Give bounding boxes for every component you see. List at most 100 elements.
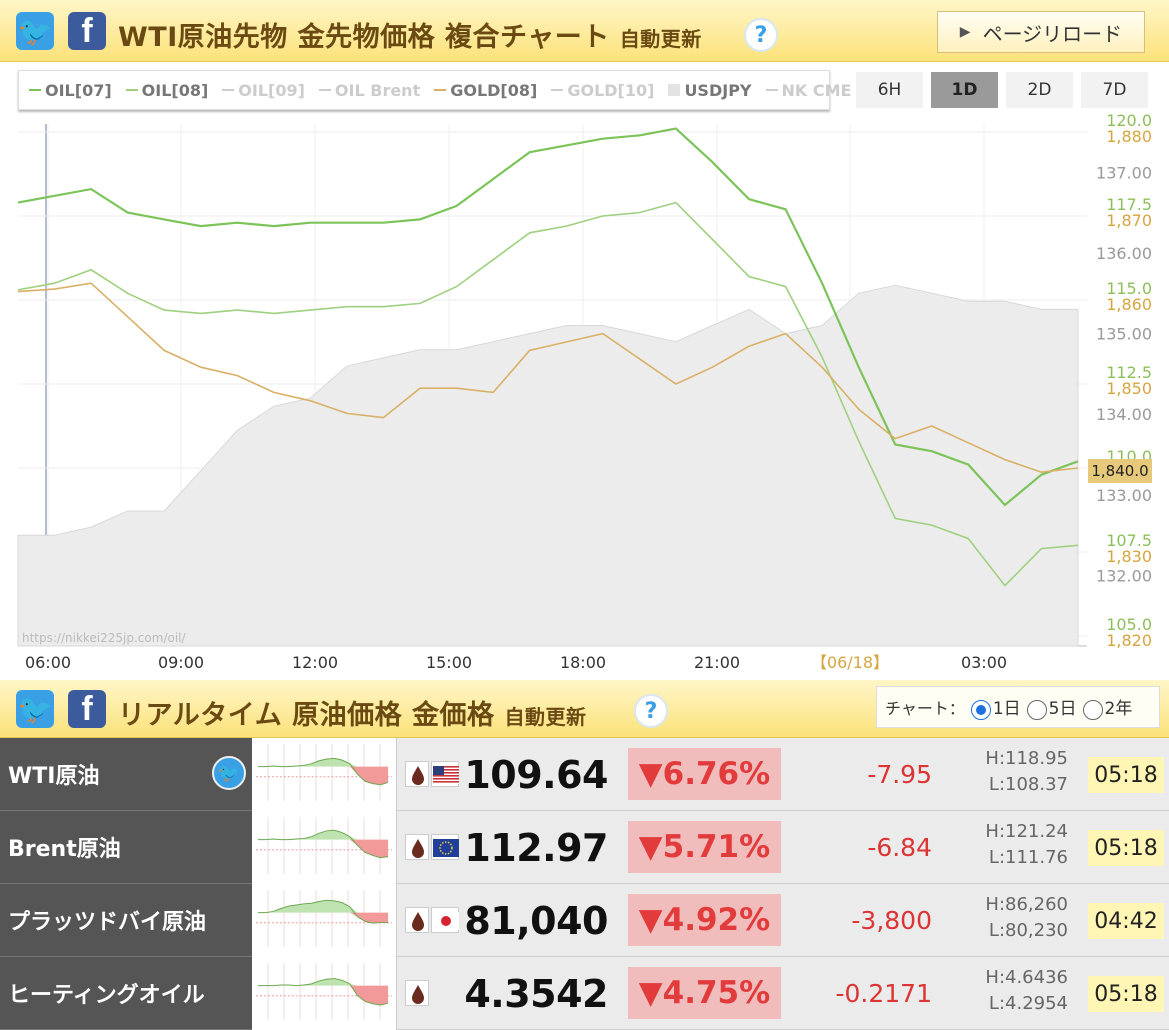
watermark-url: https://nikkei225jp.com/oil/: [22, 631, 186, 645]
legend-item-oil-09[interactable]: OIL[09]: [222, 81, 305, 100]
range-radio-1[interactable]: [1026, 699, 1047, 720]
flag-us-icon: [431, 761, 459, 787]
facebook-share-icon[interactable]: f: [68, 690, 106, 728]
legend-swatch: [125, 89, 138, 91]
x-tick-label: 12:00: [292, 653, 338, 672]
instrument-name-text: プラッツドバイ原油: [8, 910, 207, 935]
legend-label: OIL[09]: [238, 80, 305, 100]
high-value: H:121.24: [985, 821, 1068, 842]
sparkline-loss-area: [257, 985, 389, 1005]
net-change: -3,800: [851, 906, 932, 935]
chart-legend[interactable]: OIL[07] OIL[08] OIL[09] OIL Brent GOLD[08] GO…: [18, 70, 851, 110]
legend-label: NK CME: [781, 80, 852, 100]
series-oil-07-line: [17, 127, 1079, 507]
chart-series: [17, 127, 1079, 647]
sparkline-chart[interactable]: [252, 884, 397, 957]
instrument-name[interactable]: Brent原油: [0, 811, 252, 884]
sparkline-gain-area: [257, 900, 389, 913]
percent-change: ▼4.92%: [628, 894, 781, 946]
sparkline-chart[interactable]: [252, 811, 397, 884]
sparkline-chart[interactable]: [252, 738, 397, 811]
percent-change: ▼6.76%: [628, 748, 781, 800]
instrument-name[interactable]: ヒーティングオイル: [0, 957, 252, 1030]
range-radio-group[interactable]: 1日 5日 2年: [965, 694, 1132, 720]
twitter-share-icon[interactable]: 🐦: [16, 690, 54, 728]
oil-drop-icon: [405, 761, 429, 787]
price-row[interactable]: WTI原油 🐦 109.64 ▼6.76% -7.95 H:118.95 L:108.37 0…: [0, 738, 1169, 811]
facebook-share-icon[interactable]: f: [68, 12, 106, 50]
help-icon[interactable]: ?: [634, 694, 668, 728]
percent-change: ▼5.71%: [628, 821, 781, 873]
x-tick-label: 21:00: [694, 653, 740, 672]
combined-chart[interactable]: 06:00 09:00 12:00 15:00 18:00 21:00 【06/18】 03:…: [0, 62, 1169, 680]
last-price: 112.97: [464, 825, 608, 870]
timeframe-1d-button[interactable]: 1D: [931, 72, 998, 108]
gold-tick-label: 1,820: [1106, 631, 1152, 650]
range-radio-2[interactable]: [1082, 699, 1103, 720]
series-gold-08-line: [17, 282, 1079, 474]
legend-item-oil-08[interactable]: OIL[08]: [125, 80, 209, 100]
instrument-name[interactable]: WTI原油: [0, 738, 252, 811]
last-price: 4.3542: [464, 971, 608, 1016]
sparkline-chart[interactable]: [252, 957, 397, 1030]
legend-swatch: [765, 89, 778, 91]
legend-label: OIL[07]: [45, 80, 112, 100]
legend-item-oil-07[interactable]: OIL[07]: [29, 81, 112, 100]
legend-item-nk-cme[interactable]: NK CME: [765, 80, 852, 100]
sparkline-gain-area: [257, 830, 389, 840]
realtime-title: リアルタイム 原油価格 金価格 自動更新: [118, 693, 587, 732]
sparkline-loss-area: [257, 912, 389, 924]
x-tick-label: 【06/18】: [811, 653, 889, 672]
sparkline-loss-area: [257, 839, 389, 858]
price-row[interactable]: Brent原油 112.97 ▼5.71% -6.84 H:121.24 L:111.76…: [0, 811, 1169, 884]
instrument-name[interactable]: プラッツドバイ原油: [0, 884, 252, 957]
timeframe-2d-button[interactable]: 2D: [1006, 72, 1073, 108]
usdjpy-tick-label: 137.00: [1096, 163, 1152, 182]
chart-title: WTI原油先物 金先物価格 複合チャート 自動更新: [118, 15, 702, 54]
legend-item-gold-10[interactable]: GOLD[10]: [551, 81, 654, 100]
chart-range-selector: チャート： 1日 5日 2年: [876, 686, 1160, 728]
legend-item-oil-brent[interactable]: OIL Brent: [318, 81, 420, 100]
legend-item-usdjpy[interactable]: USDJPY: [668, 81, 752, 100]
legend-item-gold-08[interactable]: GOLD[08]: [434, 81, 537, 100]
legend-label: GOLD[10]: [567, 80, 655, 100]
instrument-name-text: Brent原油: [8, 837, 121, 862]
usdjpy-tick-label: 133.00: [1096, 486, 1152, 505]
usdjpy-tick-label: 132.00: [1096, 567, 1152, 586]
twitter-icon[interactable]: 🐦: [212, 756, 246, 790]
legend-swatch: [551, 89, 564, 91]
usdjpy-tick-label: 136.00: [1096, 244, 1152, 263]
legend-label: OIL[08]: [141, 80, 209, 100]
legend-swatch: [222, 89, 235, 91]
twitter-share-icon[interactable]: 🐦: [16, 12, 54, 50]
low-value: L:108.37: [988, 774, 1068, 795]
percent-change: ▼4.75%: [628, 967, 781, 1019]
y-axis: 120.01,880 117.51,870 115.01,860 112.51,850…: [1096, 111, 1152, 650]
timeframe-6h-button[interactable]: 6H: [856, 72, 923, 108]
page-reload-button[interactable]: ▶ ページリロード: [937, 11, 1145, 53]
chart-canvas[interactable]: 06:00 09:00 12:00 15:00 18:00 21:00 【06/18】 03:…: [0, 62, 1169, 680]
play-icon: ▶: [959, 24, 971, 40]
chart-title-text: WTI原油先物 金先物価格 複合チャート: [118, 22, 610, 53]
x-tick-label: 15:00: [426, 653, 472, 672]
usdjpy-tick-label: 135.00: [1096, 325, 1152, 344]
net-change: -7.95: [867, 760, 932, 789]
oil-tick-label: 120.0: [1106, 111, 1152, 130]
legend-label: GOLD[08]: [450, 80, 538, 100]
range-radio-0[interactable]: [970, 699, 991, 720]
low-value: L:111.76: [988, 847, 1068, 868]
high-value: H:4.6436: [985, 967, 1068, 988]
sparkline-line: [257, 829, 389, 859]
timeframe-7d-button[interactable]: 7D: [1081, 72, 1148, 108]
gold-tick-label: 1,860: [1106, 295, 1152, 314]
sparkline-line: [257, 978, 389, 1006]
x-tick-label: 03:00: [961, 653, 1007, 672]
reload-label: ページリロード: [982, 21, 1123, 46]
help-icon[interactable]: ?: [744, 18, 778, 52]
net-change: -0.2171: [835, 979, 933, 1008]
price-row[interactable]: ヒーティングオイル 4.3542 ▼4.75% -0.2171 H:4.6436 L:4.…: [0, 957, 1169, 1030]
price-row[interactable]: プラッツドバイ原油 81,040 ▼4.92% -3,800 H:86,260 L:80,…: [0, 884, 1169, 957]
series-oil-08-line: [17, 201, 1079, 587]
update-time: 05:18: [1088, 830, 1164, 866]
series-usdjpy-area: [17, 284, 1079, 647]
